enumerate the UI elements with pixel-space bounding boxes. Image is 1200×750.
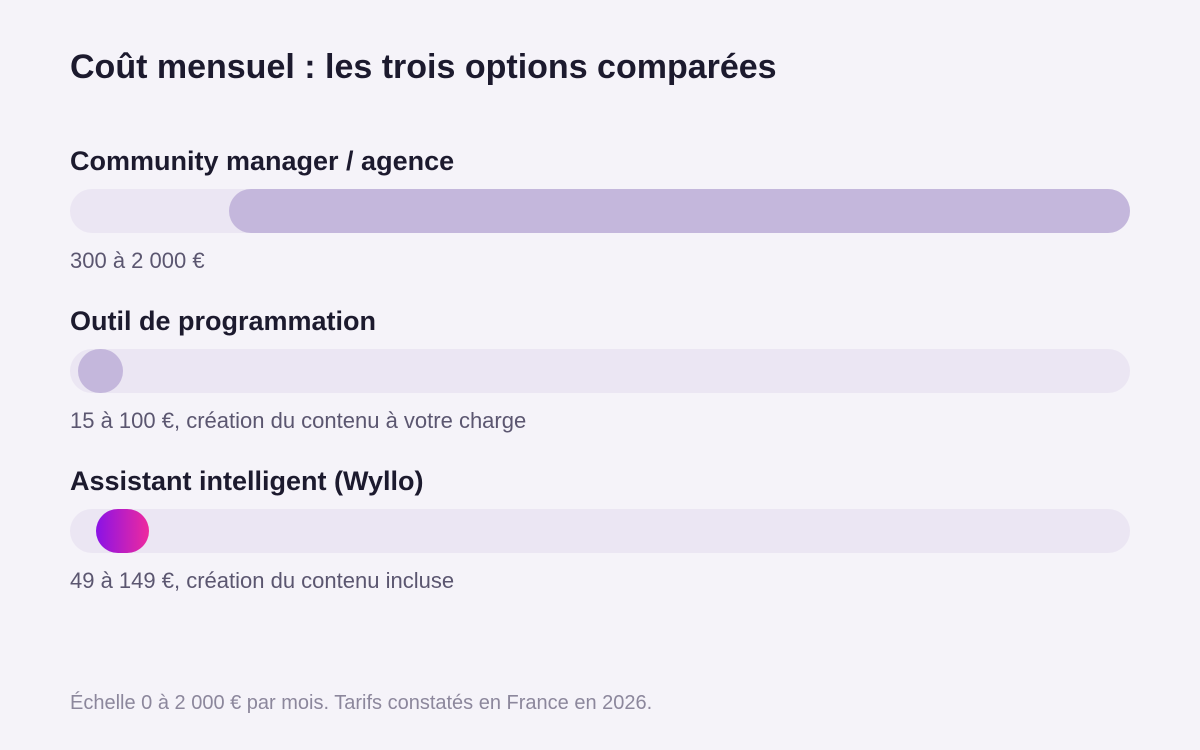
range-track — [70, 509, 1130, 553]
range-row-outil-programmation: Outil de programmation 15 à 100 €, créat… — [70, 305, 1130, 435]
chart-title: Coût mensuel : les trois options comparé… — [70, 48, 777, 86]
range-bar — [77, 349, 123, 393]
range-bar — [229, 189, 1130, 233]
range-row-assistant-intelligent: Assistant intelligent (Wyllo) 49 à 149 €… — [70, 465, 1130, 595]
range-track — [70, 189, 1130, 233]
range-note: 15 à 100 €, création du contenu à votre … — [70, 408, 527, 433]
category-label: Community manager / agence — [70, 146, 455, 176]
scale-footnote: Échelle 0 à 2 000 € par mois. Tarifs con… — [70, 692, 653, 714]
range-note: 49 à 149 €, création du contenu incluse — [70, 568, 455, 593]
category-label: Assistant intelligent (Wyllo) — [70, 466, 424, 496]
range-row-community-manager: Community manager / agence 300 à 2 000 € — [70, 145, 1130, 275]
range-note: 300 à 2 000 € — [70, 248, 205, 273]
range-track — [70, 349, 1130, 393]
category-label: Outil de programmation — [70, 306, 377, 336]
range-bar-highlight — [95, 509, 149, 553]
